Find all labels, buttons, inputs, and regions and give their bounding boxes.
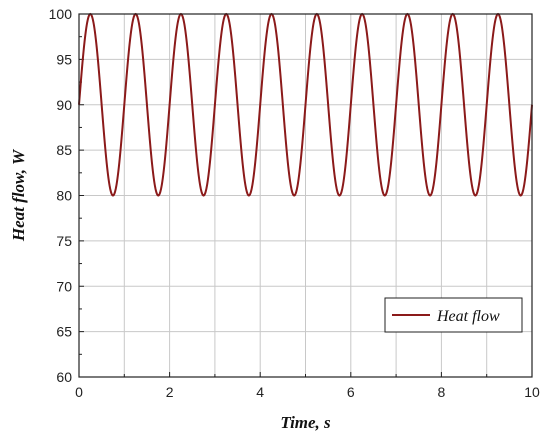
- x-tick-label: 0: [75, 384, 83, 400]
- y-tick-label: 85: [56, 142, 72, 158]
- x-tick-label: 10: [524, 384, 540, 400]
- legend: Heat flow: [384, 297, 523, 333]
- x-axis-ticks: 0 2 4 6 8 10: [75, 372, 540, 400]
- x-tick-label: 2: [166, 384, 174, 400]
- plot-area: [78, 12, 533, 197]
- x-tick-label: 4: [256, 384, 264, 400]
- x-axis-title: Time, s: [280, 413, 331, 432]
- y-axis-ticks: 60 65 70 75 80 85 90 95 100: [49, 6, 84, 385]
- y-tick-label: 95: [56, 51, 72, 67]
- y-tick-label: 80: [56, 188, 72, 204]
- legend-label-heat-flow: Heat flow: [436, 308, 500, 325]
- x-tick-label: 6: [347, 384, 355, 400]
- plot-frame: [78, 13, 533, 378]
- y-tick-label: 75: [56, 233, 72, 249]
- series-line-heat-flow: [78, 12, 533, 197]
- y-tick-label: 60: [56, 369, 72, 385]
- y-tick-label: 65: [56, 324, 72, 340]
- y-tick-label: 90: [56, 97, 72, 113]
- x-tick-label: 8: [438, 384, 446, 400]
- y-axis-title: Heat flow, W: [9, 148, 28, 242]
- y-tick-label: 70: [56, 278, 72, 294]
- y-tick-label: 100: [49, 6, 73, 22]
